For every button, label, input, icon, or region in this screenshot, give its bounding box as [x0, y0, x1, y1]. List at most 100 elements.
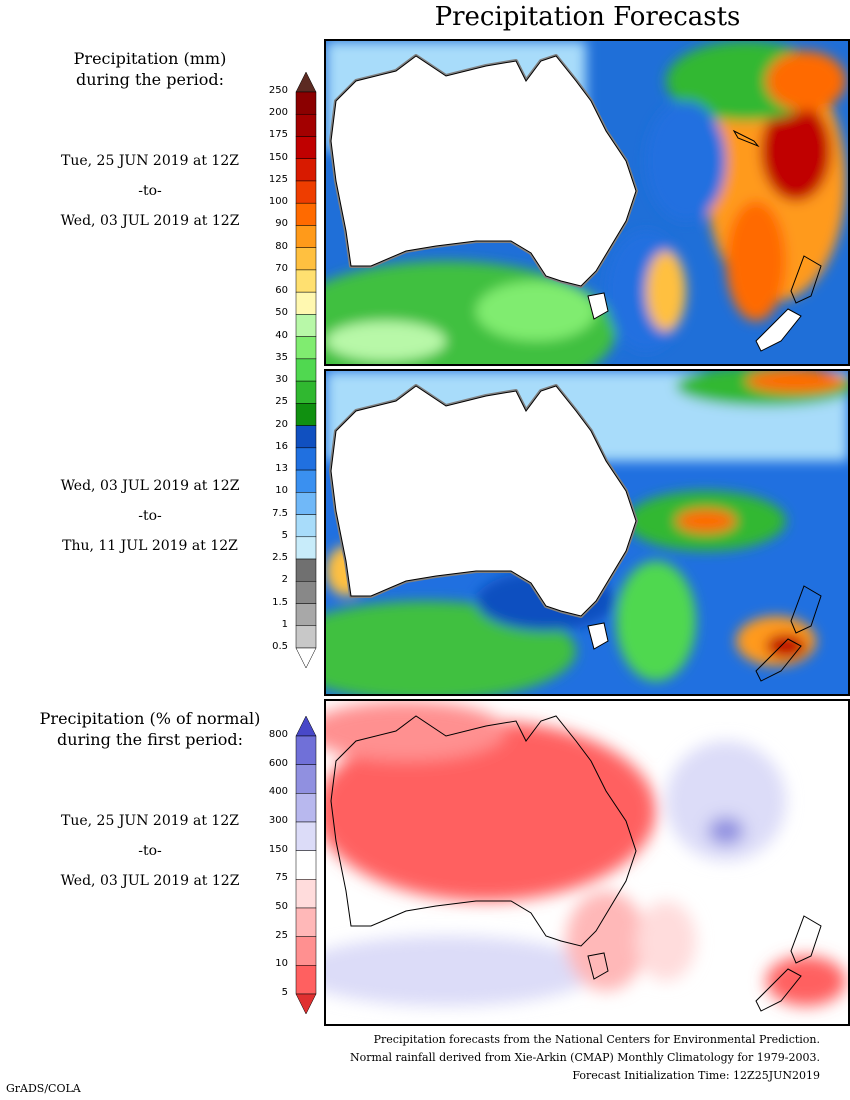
colorbar-tick-label: 35: [275, 351, 288, 363]
colorbar-swatch: [295, 879, 317, 909]
colorbar-tick-label: 1: [281, 618, 288, 630]
colorbar-tick-label: 10: [275, 485, 288, 497]
colorbar-tick-label: 7.5: [272, 507, 288, 519]
precip-pct-heading-line1: Precipitation (% of normal): [39, 709, 261, 728]
colorbar-tick-label: 300: [268, 815, 288, 826]
colorbar-swatch: [295, 764, 317, 794]
colorbar-tick-label: 5: [281, 529, 288, 541]
period3-end: Wed, 03 JUL 2019 at 12Z: [60, 873, 240, 889]
colorbar-tick-label: 2.5: [272, 552, 288, 564]
colorbar-swatch: [295, 91, 317, 115]
colorbar-tick-label: 600: [268, 757, 288, 769]
colorbar-swatch: [295, 158, 317, 182]
colorbar-swatch: [295, 469, 317, 493]
colorbar-tick-label: 50: [275, 901, 288, 912]
period2-start: Wed, 03 JUL 2019 at 12Z: [60, 478, 240, 494]
colorbar-swatch: [295, 314, 317, 337]
colorbar-swatch: [295, 625, 317, 649]
colorbar-swatch: [295, 558, 317, 582]
colorbar-swatch: [295, 291, 317, 315]
colorbar-swatch: [295, 72, 317, 93]
colorbar-swatch: [295, 536, 317, 560]
colorbar-swatch: [295, 965, 317, 995]
colorbar-tick-label: 70: [275, 262, 288, 274]
colorbar-tick-label: 90: [275, 218, 288, 230]
colorbar-swatch: [295, 821, 317, 851]
colorbar-tick-label: 800: [268, 729, 288, 740]
colorbar-tick-label: 60: [275, 285, 288, 297]
footer-line1: Precipitation forecasts from the Nationa…: [373, 1033, 820, 1046]
precip-colorbar-labels: 250 200 175 150 125 100 90 80 70 60 50 40 35 30 25 20 16…: [250, 72, 292, 668]
colorbar-swatch: [295, 907, 317, 937]
colorbar-tick-label: 40: [275, 329, 288, 341]
precip-pct-heading-line2: during the first period:: [56, 730, 244, 749]
period3-start: Tue, 25 JUN 2019 at 12Z: [61, 813, 239, 829]
colorbar-swatch: [295, 514, 317, 538]
colorbar-tick-label: 150: [268, 151, 288, 163]
colorbar-swatch: [295, 202, 317, 226]
colorbar-tick-label: 5: [281, 987, 288, 998]
precip-mm-heading-line2: during the period:: [76, 70, 224, 89]
precip-mm-heading: Precipitation (mm) during the period:: [40, 48, 260, 90]
colorbar-swatch: [295, 403, 317, 426]
colorbar-tick-label: 25: [275, 929, 288, 941]
colorbar-swatch: [295, 716, 317, 737]
pct-colorbar: [295, 716, 317, 1014]
period1-sep: -to-: [138, 183, 162, 199]
colorbar-swatch: [295, 492, 317, 515]
precip-pct-heading: Precipitation (% of normal) during the f…: [30, 708, 270, 750]
colorbar-swatch: [295, 180, 317, 204]
footer-line2: Normal rainfall derived from Xie-Arkin (…: [350, 1051, 820, 1064]
colorbar-swatch: [295, 136, 317, 159]
colorbar-swatch: [295, 936, 317, 966]
footer-line3: Forecast Initialization Time: 12Z25JUN20…: [572, 1069, 820, 1082]
period3-sep: -to-: [138, 843, 162, 859]
colorbar-swatch: [295, 269, 317, 293]
colorbar-tick-label: 175: [268, 129, 288, 141]
colorbar-swatch: [295, 425, 317, 449]
colorbar-tick-label: 10: [275, 958, 288, 970]
colorbar-tick-label: 50: [275, 307, 288, 319]
colorbar-swatch: [295, 993, 317, 1014]
colorbar-swatch: [295, 647, 317, 668]
colorbar-swatch: [295, 247, 317, 271]
colorbar-swatch: [295, 603, 317, 627]
colorbar-tick-label: 200: [268, 107, 288, 119]
colorbar-tick-label: 30: [275, 374, 288, 386]
colorbar-tick-label: 2: [281, 574, 288, 586]
colorbar-swatch: [295, 850, 317, 880]
colorbar-swatch: [295, 380, 317, 404]
colorbar-tick-label: 80: [275, 240, 288, 252]
page-title: Precipitation Forecasts: [434, 2, 741, 32]
period1-end: Wed, 03 JUL 2019 at 12Z: [60, 213, 240, 229]
colorbar-tick-label: 16: [275, 440, 288, 452]
colorbar-swatch: [295, 581, 317, 604]
precip-map-period2: [324, 369, 850, 696]
colorbar-tick-label: 400: [268, 786, 288, 798]
precip-mm-heading-line1: Precipitation (mm): [73, 49, 227, 68]
colorbar-swatch: [295, 793, 317, 823]
colorbar-tick-label: 75: [275, 872, 288, 884]
precip-colorbar: [295, 72, 317, 668]
colorbar-tick-label: 125: [268, 173, 288, 185]
colorbar-tick-label: 0.5: [272, 641, 288, 652]
period2-sep: -to-: [138, 508, 162, 524]
pct-colorbar-labels: 800 600 400 300 150 75 50 25 10 5: [250, 716, 292, 1014]
colorbar-tick-label: 100: [268, 196, 288, 208]
colorbar-swatch: [295, 735, 317, 765]
precip-map-period1: [324, 39, 850, 366]
colorbar-tick-label: 1.5: [272, 596, 288, 608]
colorbar-tick-label: 250: [268, 85, 288, 96]
grads-credit: GrADS/COLA: [6, 1082, 81, 1095]
period1-start: Tue, 25 JUN 2019 at 12Z: [61, 153, 239, 169]
precip-pct-map: [324, 699, 850, 1026]
colorbar-tick-label: 25: [275, 396, 288, 408]
colorbar-swatch: [295, 113, 317, 137]
colorbar-tick-label: 150: [268, 843, 288, 855]
colorbar-swatch: [295, 447, 317, 471]
colorbar-tick-label: 20: [275, 418, 288, 430]
colorbar-swatch: [295, 358, 317, 382]
colorbar-tick-label: 13: [275, 463, 288, 475]
colorbar-swatch: [295, 225, 317, 248]
period2-end: Thu, 11 JUL 2019 at 12Z: [62, 538, 238, 554]
